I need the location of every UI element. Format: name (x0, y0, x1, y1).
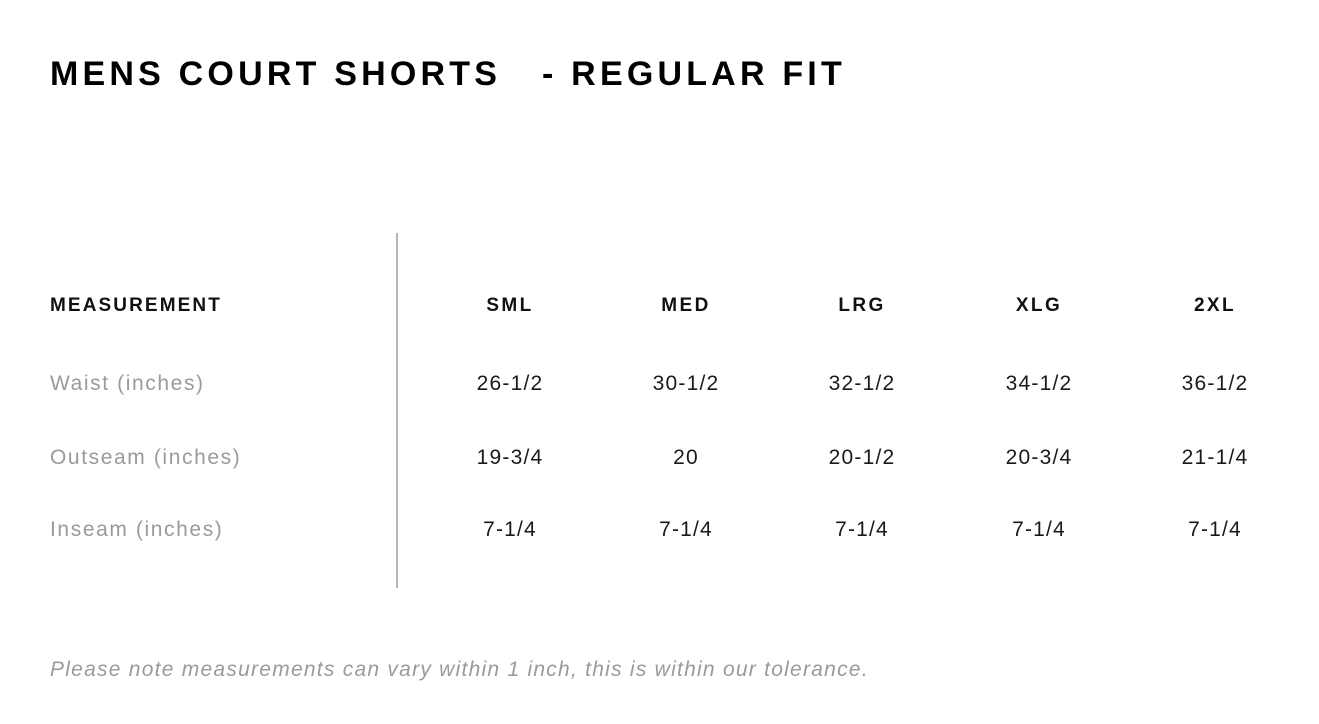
row-label-inseam: Inseam (inches) (50, 518, 224, 541)
cell-outseam-xlg: 20-3/4 (1005, 446, 1073, 469)
column-header-xlg: XLG (1015, 295, 1063, 316)
tolerance-note: Please note measurements can vary within… (50, 658, 869, 681)
cell-waist-2xl: 36-1/2 (1181, 372, 1249, 395)
column-header-2xl: 2XL (1193, 295, 1237, 316)
cell-inseam-sml: 7-1/4 (483, 518, 537, 541)
column-header-lrg: LRG (838, 295, 886, 316)
column-header-sml: SML (486, 295, 534, 316)
column-header-med: MED (661, 295, 711, 316)
cell-outseam-med: 20 (673, 446, 699, 469)
cell-outseam-lrg: 20-1/2 (828, 446, 896, 469)
cell-outseam-sml: 19-3/4 (476, 446, 544, 469)
column-divider (396, 233, 398, 588)
table-header-row: MEASUREMENT SML MED LRG XLG 2XL (0, 286, 1319, 326)
table-row: Inseam (inches) 7-1/4 7-1/4 7-1/4 7-1/4 … (0, 510, 1319, 550)
cell-inseam-lrg: 7-1/4 (835, 518, 889, 541)
cell-inseam-2xl: 7-1/4 (1188, 518, 1242, 541)
row-label-waist: Waist (inches) (50, 372, 205, 395)
cell-waist-lrg: 32-1/2 (828, 372, 896, 395)
cell-waist-sml: 26-1/2 (476, 372, 544, 395)
cell-inseam-med: 7-1/4 (659, 518, 713, 541)
cell-waist-med: 30-1/2 (652, 372, 720, 395)
cell-waist-xlg: 34-1/2 (1005, 372, 1073, 395)
column-header-measurement: MEASUREMENT (50, 295, 222, 316)
cell-outseam-2xl: 21-1/4 (1181, 446, 1249, 469)
table-row: Waist (inches) 26-1/2 30-1/2 32-1/2 34-1… (0, 364, 1319, 404)
row-label-outseam: Outseam (inches) (50, 446, 242, 469)
table-row: Outseam (inches) 19-3/4 20 20-1/2 20-3/4… (0, 438, 1319, 478)
page-title: MENS COURT SHORTS - REGULAR FIT (50, 55, 846, 93)
cell-inseam-xlg: 7-1/4 (1012, 518, 1066, 541)
